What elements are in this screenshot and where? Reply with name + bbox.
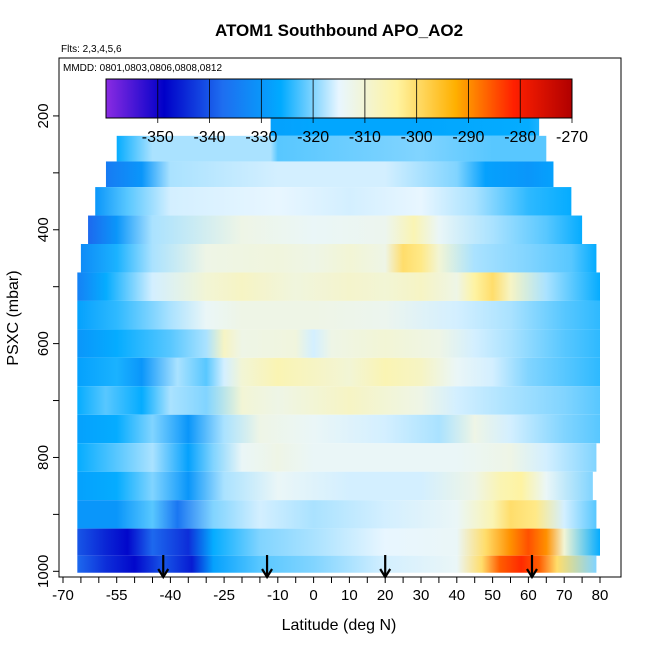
- y-axis: 200 400 600 800 1000: [35, 103, 59, 588]
- x-tick-label: -25: [213, 587, 235, 604]
- x-tick-label: 70: [556, 587, 573, 604]
- heatmap-layer: [77, 108, 600, 573]
- x-tick-label: -55: [106, 587, 128, 604]
- heatmap-row-450: [80, 244, 597, 273]
- x-axis-label: Latitude (deg N): [282, 617, 397, 634]
- colorbar-tick-label: -320: [297, 129, 329, 146]
- heatmap-row-900: [77, 500, 597, 529]
- heatmap-row-550: [77, 300, 600, 330]
- x-tick-label: 0: [309, 587, 317, 604]
- colorbar-tick-label: -300: [401, 129, 433, 146]
- y-tick-label: 200: [35, 103, 52, 128]
- chart-title: ATOM1 Southbound APO_AO2: [215, 21, 463, 40]
- x-tick-label: 20: [377, 587, 394, 604]
- heatmap-row-750: [77, 414, 600, 444]
- y-tick-label: 1000: [35, 555, 52, 588]
- heatmap-row-260: [116, 135, 547, 162]
- y-axis-label: PSXC (mbar): [5, 270, 22, 365]
- colorbar-tick-label: -330: [245, 129, 277, 146]
- colorbar-tick-label: -290: [452, 129, 484, 146]
- x-tick-label: 30: [413, 587, 430, 604]
- y-tick-label: 800: [35, 445, 52, 470]
- heatmap-row-300: [105, 161, 554, 188]
- colorbar-tick-label: -350: [142, 129, 174, 146]
- colorbar-tick-label: -340: [194, 129, 226, 146]
- x-tick-label: 60: [520, 587, 537, 604]
- flights-label: Flts: 2,3,4,5,6: [61, 44, 122, 55]
- x-tick-label: 40: [448, 587, 465, 604]
- heatmap-row-600: [77, 329, 600, 358]
- colorbar-frame: [105, 78, 573, 119]
- heatmap-row-350: [95, 187, 572, 216]
- heatmap-row-950: [77, 528, 600, 556]
- y-tick-label: 600: [35, 331, 52, 356]
- heatmap-row-700: [77, 386, 600, 415]
- x-tick-label: -10: [267, 587, 289, 604]
- x-tick-label: 10: [341, 587, 358, 604]
- colorbar: -350 -340 -330 -320 -310 -300 -290 -280 -270: [105, 78, 588, 146]
- heatmap-row-995: [77, 555, 597, 573]
- plot-frame: [58, 57, 622, 578]
- heatmap-row-400: [88, 215, 583, 244]
- x-axis: -70 -55 -40 -25 -10 0 10 20 30 40 50 60 70 80: [52, 577, 608, 604]
- heatmap-row-850: [77, 471, 593, 501]
- x-tick-label: -70: [52, 587, 74, 604]
- colorbar-gradient: [106, 79, 572, 118]
- x-tick-label: -40: [160, 587, 182, 604]
- dates-label: MMDD: 0801,0803,0806,0808,0812: [63, 63, 222, 74]
- colorbar-tick-label: -270: [556, 129, 588, 146]
- heatmap-row-500: [77, 272, 600, 301]
- colorbar-tick-label: -280: [504, 129, 536, 146]
- heatmap-row-800: [77, 443, 597, 472]
- x-tick-label: 50: [484, 587, 501, 604]
- y-tick-label: 400: [35, 217, 52, 242]
- colorbar-tick-label: -310: [349, 129, 381, 146]
- x-tick-label: 80: [592, 587, 609, 604]
- heatmap-row-650: [77, 357, 600, 387]
